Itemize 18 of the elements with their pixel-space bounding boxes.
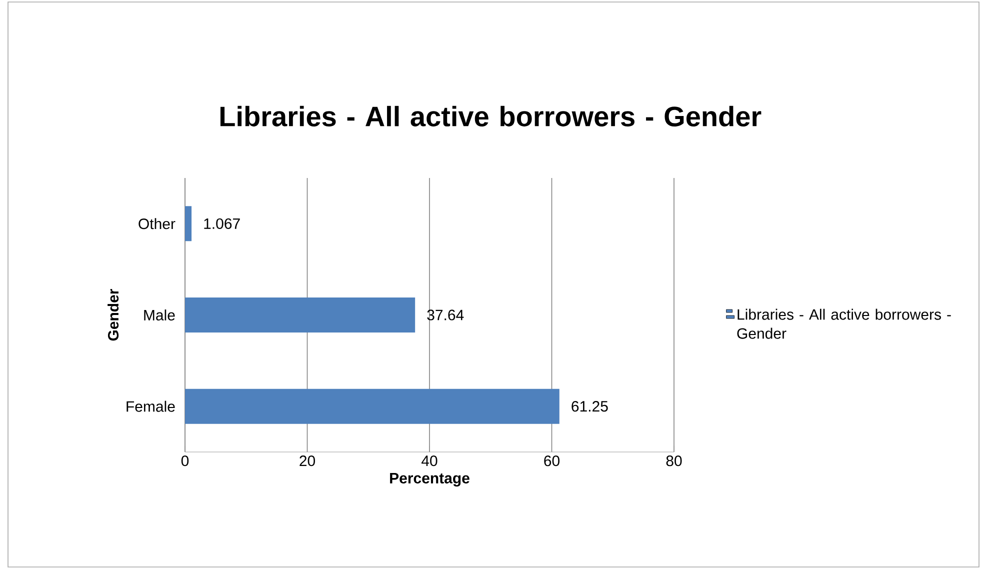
x-tick-label: 0: [181, 456, 189, 466]
bar: [185, 206, 192, 242]
data-label: 37.64: [427, 310, 464, 320]
y-tick-label: Other: [138, 218, 176, 230]
x-tick-label: 60: [544, 456, 560, 466]
bar: [185, 388, 560, 424]
y-axis-title: Gender: [108, 288, 119, 341]
data-label: 61.25: [572, 401, 608, 412]
x-tick-label: 80: [666, 456, 682, 466]
legend-label: Libraries - All active borrowers - Gender: [737, 308, 951, 339]
x-axis-title: Percentage: [390, 473, 470, 487]
bar: [185, 297, 416, 332]
x-tick-label: 20: [300, 456, 315, 466]
chart-title: Libraries - All active borrowers - Gender: [220, 106, 762, 126]
x-tick-label: 40: [422, 456, 438, 466]
y-tick-label: Female: [126, 400, 175, 412]
y-tick-label: Male: [144, 309, 175, 320]
data-label: 1.067: [204, 218, 240, 229]
